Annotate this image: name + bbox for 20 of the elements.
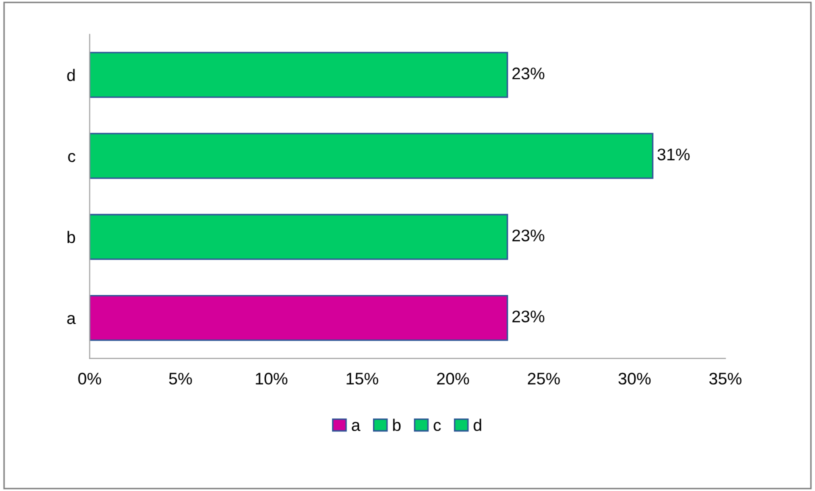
legend-label: b <box>393 418 401 432</box>
data-label: 23% <box>512 230 544 242</box>
data-label: 23% <box>512 310 544 322</box>
x-tick-label: 35% <box>709 372 742 385</box>
data-label: 23% <box>512 68 544 80</box>
x-tick-label: 25% <box>528 372 560 385</box>
legend-label: c <box>434 422 441 432</box>
legend-label: a <box>352 422 360 432</box>
x-tick-label: 5% <box>169 372 192 385</box>
legend-label: d <box>474 418 482 432</box>
x-tick-label: 10% <box>256 372 288 385</box>
y-tick-label: c <box>68 152 76 162</box>
x-tick-label: 0% <box>78 372 102 385</box>
y-tick-label: a <box>67 314 76 324</box>
data-label: 31% <box>658 148 690 160</box>
x-tick-label: 15% <box>346 372 378 385</box>
y-tick-label: d <box>67 68 75 82</box>
x-tick-label: 20% <box>437 372 469 385</box>
y-tick-label: b <box>68 230 76 244</box>
x-tick-label: 30% <box>618 372 651 385</box>
